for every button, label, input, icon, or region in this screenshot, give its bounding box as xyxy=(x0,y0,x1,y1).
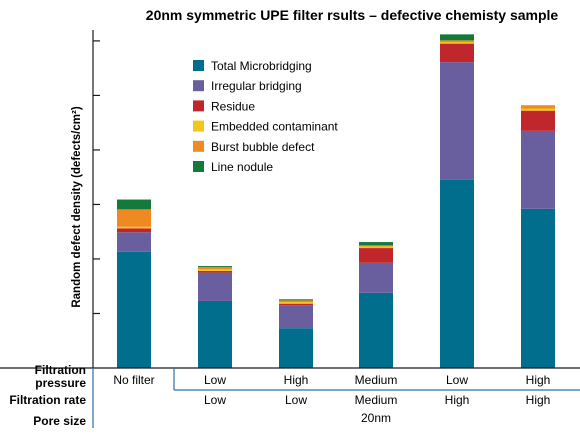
legend-swatch-total-microbridging xyxy=(193,60,204,71)
table-cell: High xyxy=(526,373,551,387)
legend-label-burst-bubble-defect: Burst bubble defect xyxy=(211,140,315,154)
table-cell: High xyxy=(526,393,551,407)
bars-group xyxy=(117,34,555,368)
table-row-label: Filtration xyxy=(35,363,86,377)
bar-residue-2 xyxy=(198,270,232,273)
legend-swatch-burst-bubble-defect xyxy=(193,140,204,152)
legend-swatch-irregular-bridging xyxy=(193,80,204,92)
legend-swatch-residue xyxy=(193,100,204,112)
bar-irregular-bridging-5 xyxy=(440,62,474,180)
bar-embedded-contaminant-6 xyxy=(521,108,555,111)
legend-label-total-microbridging: Total Microbridging xyxy=(211,59,312,73)
table-row-label: Pore size xyxy=(33,414,86,428)
table-cell: Medium xyxy=(355,373,398,387)
bar-burst-bubble-defect-6 xyxy=(521,105,555,109)
bar-line-nodule-4 xyxy=(359,242,393,246)
legend-label-irregular-bridging: Irregular bridging xyxy=(211,79,302,93)
bar-burst-bubble-defect-2 xyxy=(198,267,232,270)
bar-residue-5 xyxy=(440,43,474,63)
bar-irregular-bridging-2 xyxy=(198,272,232,301)
bar-irregular-bridging-3 xyxy=(279,305,313,329)
table-row-label: pressure xyxy=(35,376,86,390)
bar-total-microbridging-3 xyxy=(279,328,313,368)
table-cell: High xyxy=(284,373,309,387)
bar-embedded-contaminant-4 xyxy=(359,246,393,249)
table-cell: Low xyxy=(446,373,468,387)
bar-embedded-contaminant-5 xyxy=(440,41,474,44)
bar-embedded-contaminant-1 xyxy=(117,226,151,229)
table-cell: Low xyxy=(204,373,226,387)
table-cell: High xyxy=(445,393,470,407)
bar-line-nodule-2 xyxy=(198,266,232,268)
bar-embedded-contaminant-2 xyxy=(198,269,232,271)
bar-total-microbridging-1 xyxy=(117,251,151,368)
bar-line-nodule-5 xyxy=(440,34,474,41)
bar-irregular-bridging-6 xyxy=(521,130,555,209)
table-cell: Low xyxy=(204,393,226,407)
bar-burst-bubble-defect-4 xyxy=(359,245,393,247)
bar-residue-6 xyxy=(521,110,555,131)
bar-embedded-contaminant-3 xyxy=(279,302,313,304)
bar-burst-bubble-defect-1 xyxy=(117,209,151,227)
bar-residue-3 xyxy=(279,303,313,306)
legend-swatch-embedded-contaminant xyxy=(193,120,204,132)
bar-total-microbridging-5 xyxy=(440,179,474,368)
chart-title: 20nm symmetric UPE filter rsults – defec… xyxy=(146,7,559,23)
bar-total-microbridging-2 xyxy=(198,300,232,368)
legend-swatch-line-nodule xyxy=(193,161,204,172)
bar-residue-4 xyxy=(359,248,393,263)
table-cell: Medium xyxy=(355,393,398,407)
bar-irregular-bridging-4 xyxy=(359,262,393,293)
table-cell: Low xyxy=(285,393,307,407)
y-axis-label: Random defect density (defects/cm²) xyxy=(71,106,83,307)
legend: Total Microbridging Irregular bridging Res… xyxy=(193,59,338,174)
table-cell: No filter xyxy=(113,373,154,387)
bar-residue-1 xyxy=(117,228,151,233)
bar-total-microbridging-4 xyxy=(359,292,393,368)
bar-line-nodule-3 xyxy=(279,299,313,301)
legend-label-embedded-contaminant: Embedded contaminant xyxy=(211,120,338,134)
bar-total-microbridging-6 xyxy=(521,208,555,368)
legend-label-line-nodule: Line nodule xyxy=(211,160,273,174)
table-cell: 20nm xyxy=(361,411,391,425)
table-row-label: Filtration rate xyxy=(9,393,86,407)
bar-burst-bubble-defect-5 xyxy=(440,40,474,42)
bar-irregular-bridging-1 xyxy=(117,232,151,252)
bar-line-nodule-1 xyxy=(117,199,151,210)
legend-label-residue: Residue xyxy=(211,99,255,113)
bar-burst-bubble-defect-3 xyxy=(279,300,313,303)
y-axis xyxy=(92,30,100,368)
